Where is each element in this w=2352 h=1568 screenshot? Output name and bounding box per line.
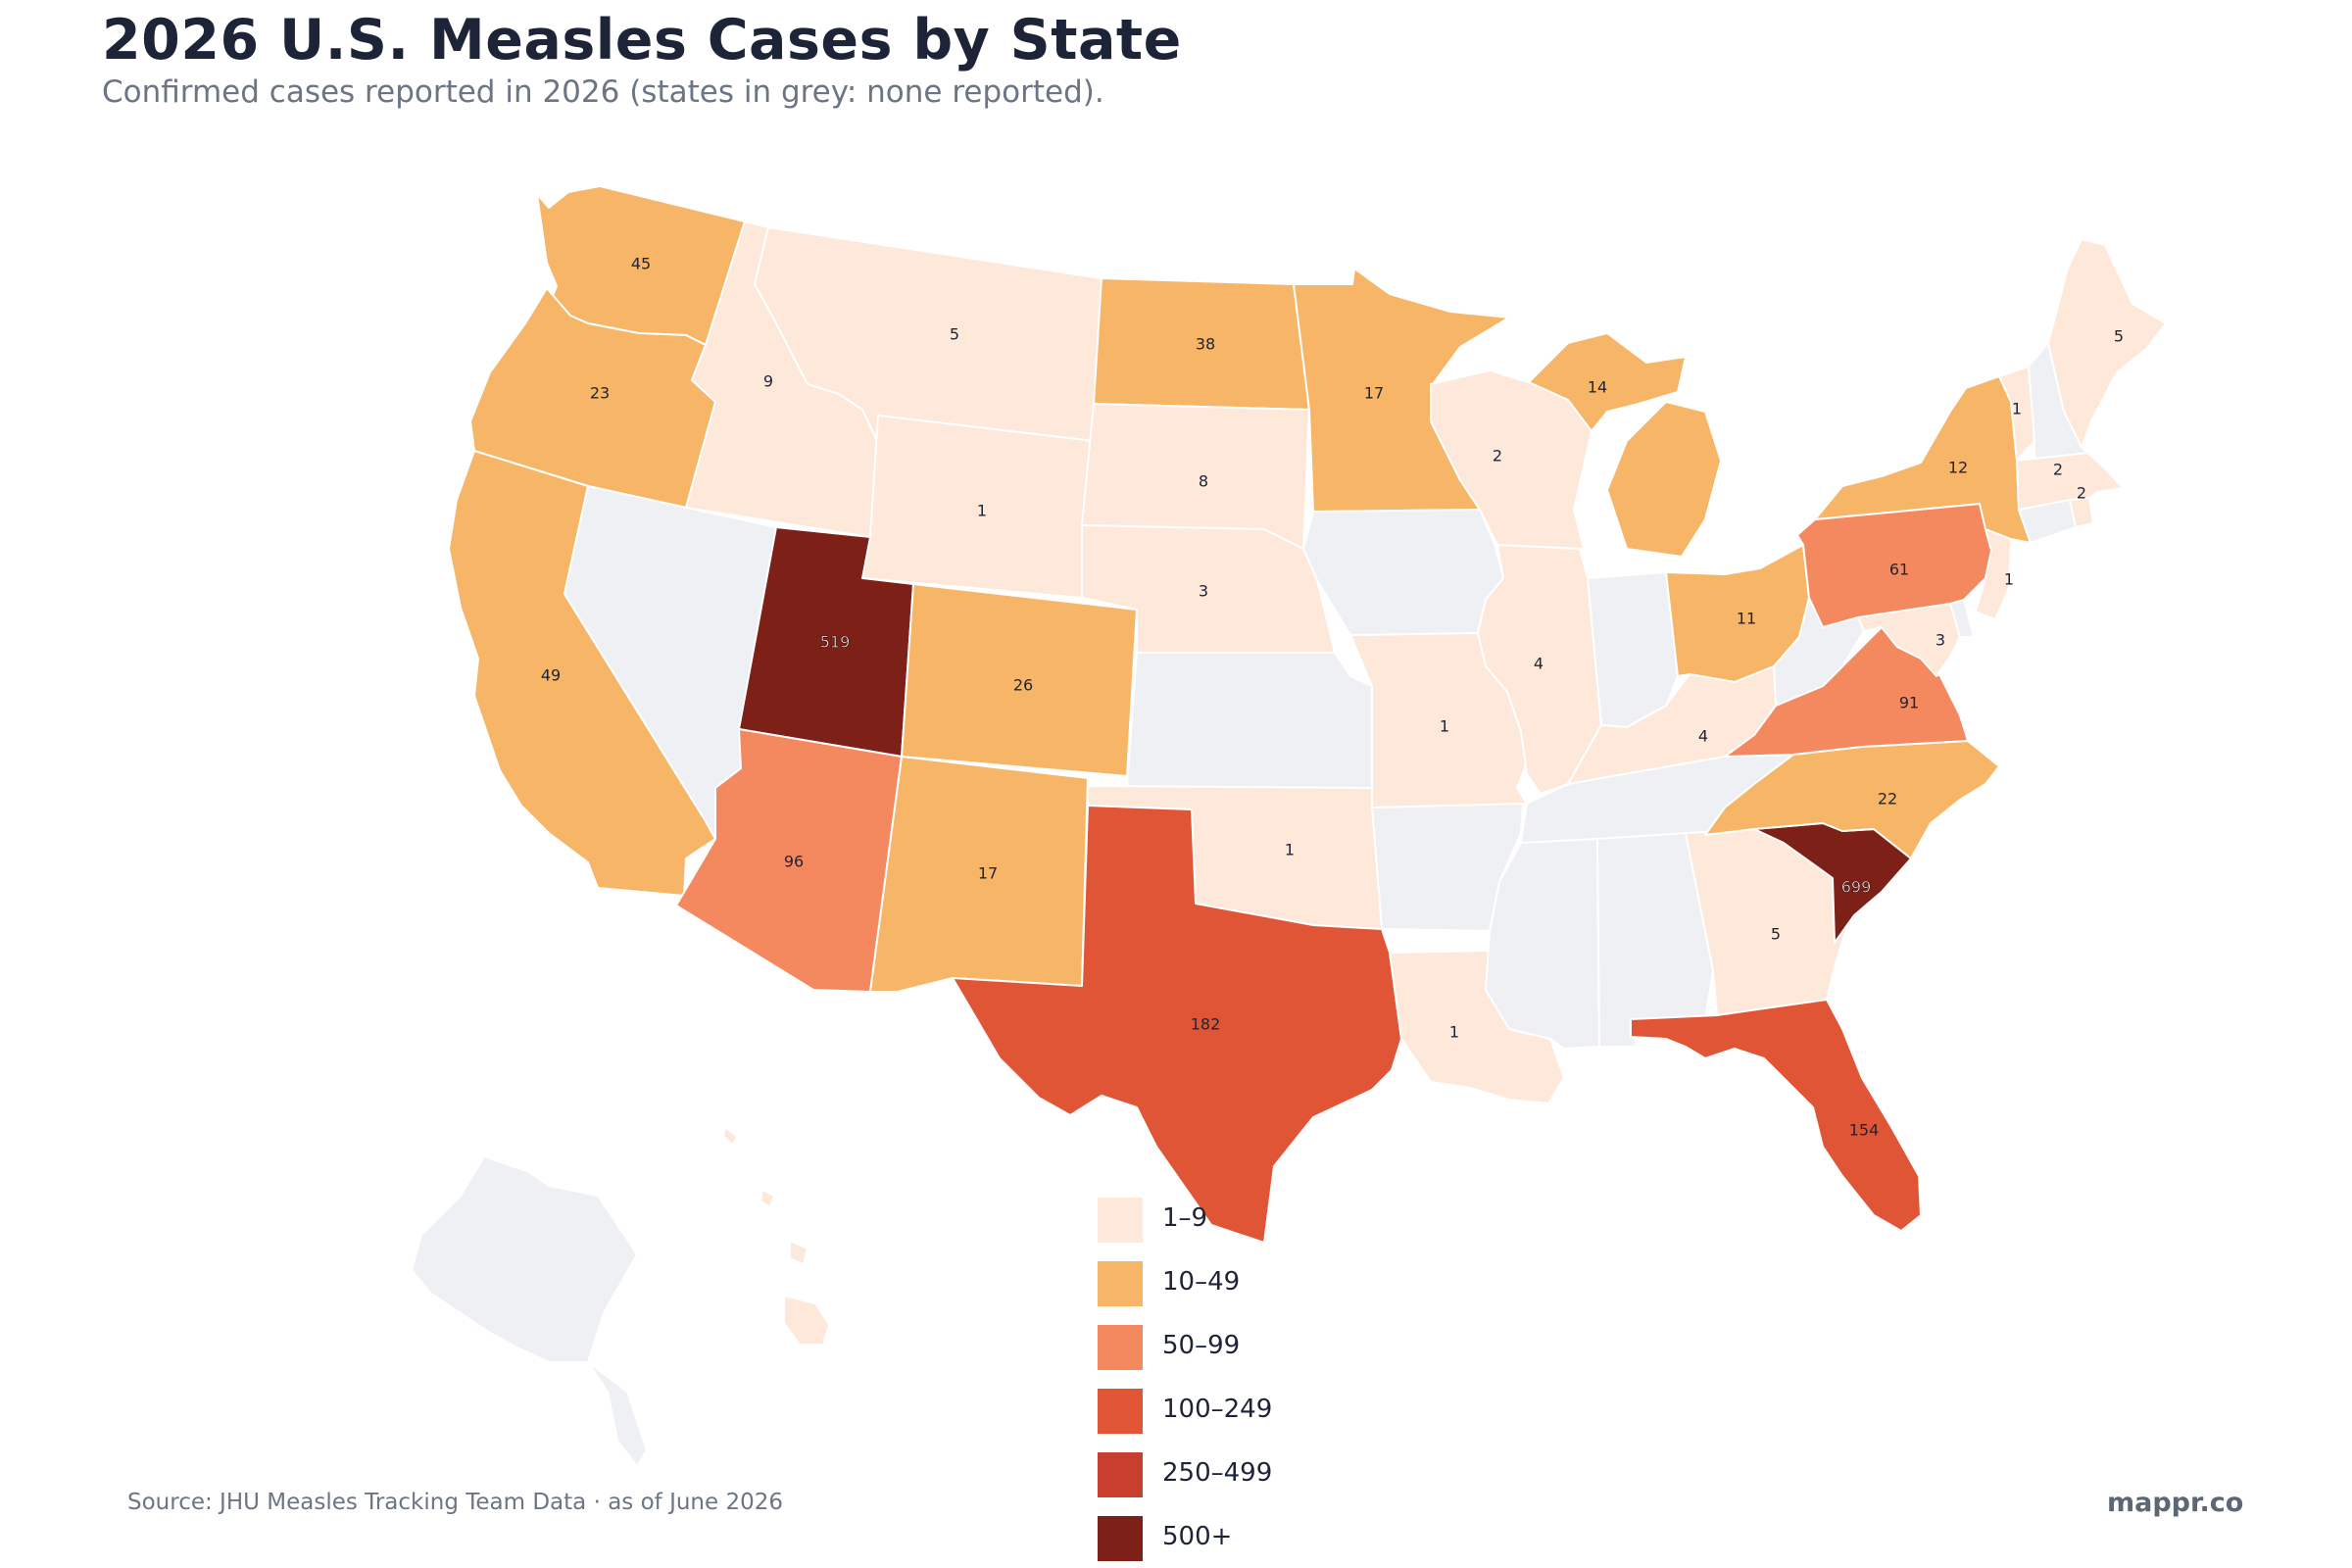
- state-in[interactable]: [1587, 571, 1679, 728]
- state-label-id: 9: [763, 372, 773, 391]
- state-label-mo: 1: [1440, 717, 1449, 736]
- state-label-co: 26: [1013, 676, 1033, 695]
- state-label-az: 96: [784, 853, 804, 871]
- state-label-vt: 1: [2012, 400, 2022, 418]
- state-label-wy: 1: [977, 502, 987, 520]
- state-label-ne: 3: [1199, 582, 1208, 601]
- state-ma[interactable]: [2016, 452, 2124, 511]
- legend-label: 1–9: [1162, 1203, 1208, 1233]
- source-note: Source: JHU Measles Tracking Team Data ·…: [127, 1490, 783, 1515]
- state-ak[interactable]: [411, 1155, 648, 1467]
- state-label-nc: 22: [1878, 790, 1897, 808]
- legend-label: 50–99: [1162, 1331, 1241, 1360]
- state-label-nj: 1: [2004, 570, 2014, 589]
- brand-logo: mappr.co: [2107, 1488, 2244, 1518]
- state-ks[interactable]: [1126, 652, 1373, 789]
- state-label-ky: 4: [1698, 727, 1708, 746]
- state-label-fl: 154: [1849, 1121, 1880, 1140]
- state-me[interactable]: [2047, 238, 2167, 448]
- state-label-pa: 61: [1889, 561, 1909, 579]
- state-wi[interactable]: [1430, 369, 1592, 550]
- state-mi[interactable]: [1528, 332, 1722, 558]
- legend-swatch: [1098, 1516, 1143, 1561]
- state-label-me: 5: [2114, 327, 2124, 346]
- state-label-sc: 699: [1841, 878, 1872, 897]
- state-label-mi: 14: [1588, 378, 1607, 397]
- state-label-nd: 38: [1196, 335, 1215, 354]
- state-vt[interactable]: [1998, 366, 2035, 462]
- state-label-mt: 5: [950, 325, 959, 344]
- legend-label: 10–49: [1162, 1267, 1241, 1297]
- state-label-tx: 182: [1191, 1015, 1221, 1034]
- legend-label: 100–249: [1162, 1395, 1273, 1424]
- map-subtitle: Confirmed cases reported in 2026 (states…: [102, 74, 1104, 110]
- map-title: 2026 U.S. Measles Cases by State: [102, 8, 1182, 73]
- legend-label: 250–499: [1162, 1458, 1273, 1488]
- state-label-or: 23: [590, 384, 610, 403]
- state-label-va: 91: [1899, 694, 1919, 712]
- state-label-ok: 1: [1285, 841, 1295, 859]
- state-label-ca: 49: [541, 666, 561, 685]
- state-nj[interactable]: [1975, 528, 2012, 620]
- state-label-md: 3: [1936, 631, 1945, 650]
- state-tx[interactable]: [952, 805, 1402, 1244]
- state-ia[interactable]: [1302, 509, 1504, 636]
- state-label-ga: 5: [1771, 925, 1781, 944]
- legend-label: 500+: [1162, 1522, 1233, 1551]
- state-label-il: 4: [1534, 655, 1544, 673]
- state-label-nm: 17: [978, 864, 998, 883]
- legend-swatch: [1098, 1198, 1143, 1243]
- state-fl[interactable]: [1630, 999, 1922, 1232]
- state-label-oh: 11: [1737, 610, 1756, 628]
- state-label-wa: 45: [631, 255, 651, 273]
- state-label-ny: 12: [1948, 459, 1968, 477]
- state-label-ut: 519: [820, 633, 851, 652]
- legend-swatch: [1098, 1261, 1143, 1306]
- legend-swatch: [1098, 1389, 1143, 1434]
- state-hi[interactable]: [722, 1126, 830, 1346]
- state-nc[interactable]: [1704, 740, 2000, 859]
- state-label-sd: 8: [1199, 472, 1208, 491]
- legend-swatch: [1098, 1452, 1143, 1497]
- state-wy[interactable]: [861, 415, 1095, 599]
- state-label-la: 1: [1449, 1023, 1459, 1042]
- state-label-wi: 2: [1493, 447, 1502, 466]
- legend-swatch: [1098, 1325, 1143, 1370]
- state-label-mn: 17: [1364, 384, 1384, 403]
- state-label-ri: 2: [2077, 484, 2086, 503]
- state-label-ma: 2: [2053, 461, 2063, 479]
